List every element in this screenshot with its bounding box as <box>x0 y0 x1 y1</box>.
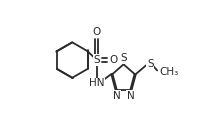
Text: O: O <box>93 27 101 37</box>
Text: O: O <box>110 55 118 65</box>
Text: S: S <box>93 55 100 65</box>
Text: N: N <box>113 91 121 101</box>
Text: HN: HN <box>89 78 104 88</box>
Text: S: S <box>147 59 154 69</box>
Text: CH₃: CH₃ <box>160 67 179 77</box>
Text: N: N <box>127 91 134 101</box>
Text: S: S <box>120 53 127 63</box>
